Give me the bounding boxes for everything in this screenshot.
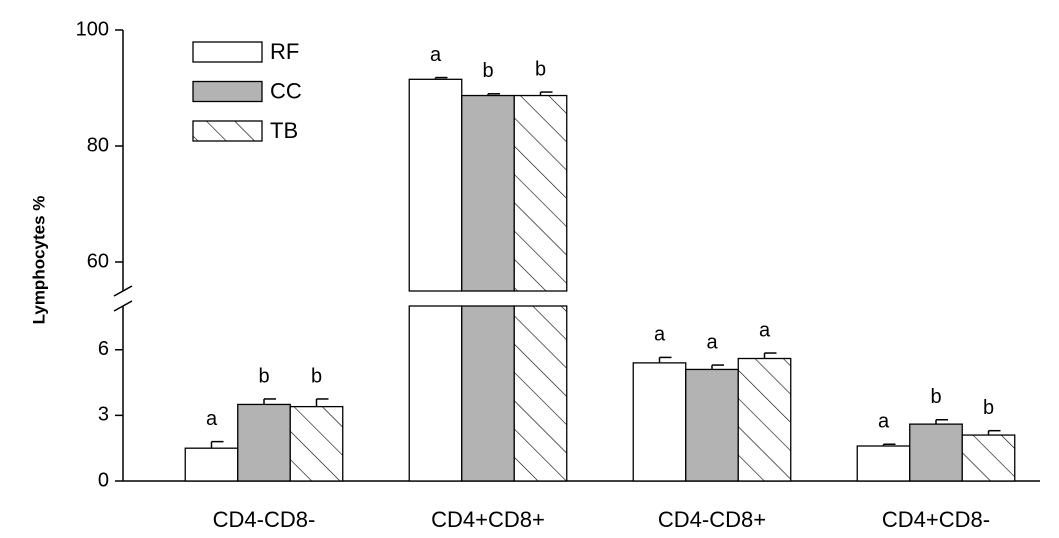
significance-letter: a [206,408,218,430]
y-tick-label: 6 [98,338,109,360]
bar [961,434,1016,482]
significance-letter: a [759,319,771,341]
significance-letter: b [535,58,546,80]
x-tick-label: CD4-CD8- [213,507,316,532]
x-tick-label: CD4-CD8+ [658,507,766,532]
y-tick-label: 3 [98,404,109,426]
significance-letter: a [878,411,890,433]
bar [461,305,515,482]
significance-letter: b [930,386,941,408]
axis-break [113,285,133,297]
significance-letter: a [430,44,442,66]
legend-swatch [192,80,263,103]
bar [737,357,792,482]
y-tick-label: 80 [87,134,109,156]
y-axis-label: Lymphocytes % [29,196,48,325]
bar [184,447,239,482]
y-tick-label: 100 [76,18,109,40]
significance-letter: b [482,60,493,82]
bar [513,305,568,482]
legend-swatch [192,120,263,142]
significance-letter: b [311,365,322,387]
bar [685,368,739,482]
bar [461,94,515,292]
bar [909,423,963,482]
bar [856,445,911,482]
bar [237,403,291,482]
bar [289,405,344,482]
bar [408,305,463,482]
legend-swatch [192,41,263,63]
significance-letter: b [258,365,269,387]
x-tick-label: CD4+CD8+ [431,507,545,532]
y-tick-label: 0 [98,469,109,491]
legend-label: TB [270,118,298,143]
legend-label: CC [270,78,302,103]
bar [632,362,687,482]
legend-label: RF [270,39,299,64]
significance-letter: b [983,397,994,419]
bar [513,94,568,292]
y-tick-label: 60 [87,250,109,272]
x-tick-label: CD4+CD8- [882,507,990,532]
significance-letter: a [706,331,718,353]
bar [408,78,463,292]
axis-break [113,300,133,312]
significance-letter: a [654,324,666,346]
